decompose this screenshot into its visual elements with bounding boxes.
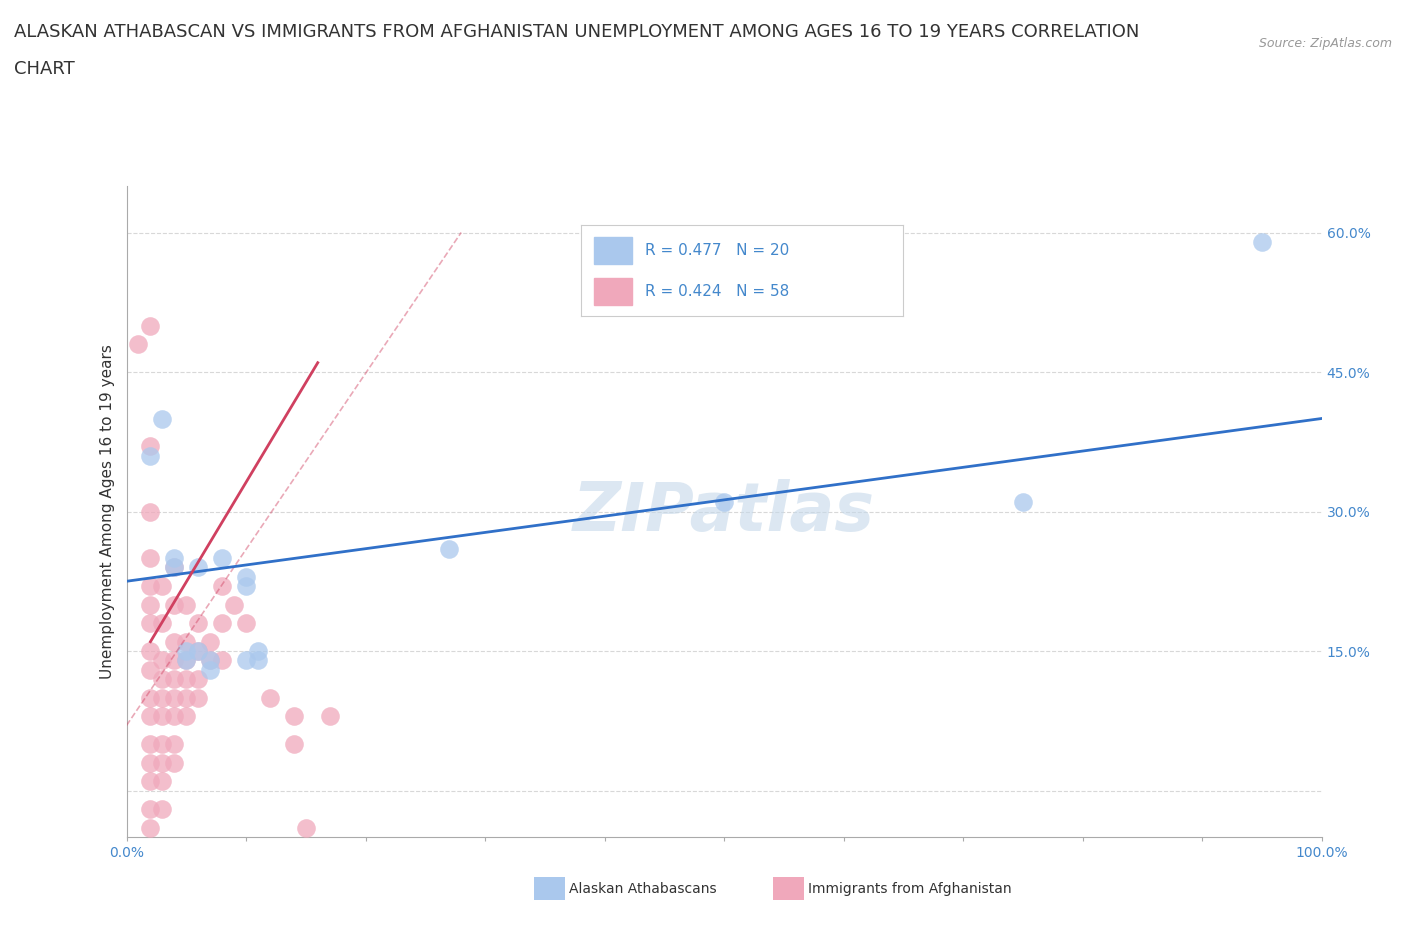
Point xyxy=(211,578,233,593)
Point xyxy=(713,495,735,510)
Point xyxy=(211,653,233,668)
Point xyxy=(163,755,186,770)
Point xyxy=(174,690,197,705)
Text: ALASKAN ATHABASCAN VS IMMIGRANTS FROM AFGHANISTAN UNEMPLOYMENT AMONG AGES 16 TO : ALASKAN ATHABASCAN VS IMMIGRANTS FROM AF… xyxy=(14,23,1139,41)
Point xyxy=(139,597,162,612)
Point xyxy=(150,709,174,724)
Point xyxy=(235,569,257,584)
Point xyxy=(150,755,174,770)
Point xyxy=(247,644,270,658)
Point xyxy=(139,802,162,817)
Text: R = 0.477   N = 20: R = 0.477 N = 20 xyxy=(645,243,789,259)
Text: R = 0.424   N = 58: R = 0.424 N = 58 xyxy=(645,284,789,299)
Point xyxy=(174,671,197,686)
Point xyxy=(174,653,197,668)
Point xyxy=(235,578,257,593)
Y-axis label: Unemployment Among Ages 16 to 19 years: Unemployment Among Ages 16 to 19 years xyxy=(100,344,115,679)
Point xyxy=(127,337,149,352)
Point xyxy=(163,653,186,668)
Point xyxy=(259,690,281,705)
Point xyxy=(200,634,222,649)
Point xyxy=(150,411,174,426)
Point xyxy=(174,634,197,649)
Point xyxy=(139,774,162,789)
Point xyxy=(139,690,162,705)
Point xyxy=(139,551,162,565)
Text: CHART: CHART xyxy=(14,60,75,78)
Point xyxy=(139,318,162,333)
Point xyxy=(139,709,162,724)
Point xyxy=(150,616,174,631)
Bar xyxy=(593,237,633,264)
Point xyxy=(163,709,186,724)
Point xyxy=(283,709,305,724)
Point xyxy=(187,644,209,658)
Point xyxy=(294,820,316,835)
Bar xyxy=(593,278,633,305)
Point xyxy=(283,737,305,751)
Point xyxy=(163,671,186,686)
Point xyxy=(211,616,233,631)
Text: Immigrants from Afghanistan: Immigrants from Afghanistan xyxy=(808,882,1012,897)
Point xyxy=(235,653,257,668)
Point xyxy=(139,448,162,463)
Point xyxy=(235,616,257,631)
Point xyxy=(163,690,186,705)
Point xyxy=(187,690,209,705)
Point xyxy=(174,597,197,612)
Point xyxy=(139,578,162,593)
Point xyxy=(150,737,174,751)
Point xyxy=(139,820,162,835)
Point xyxy=(200,653,222,668)
Point xyxy=(139,755,162,770)
Point xyxy=(139,644,162,658)
Point xyxy=(174,653,197,668)
Point xyxy=(200,662,222,677)
Point xyxy=(139,439,162,454)
Point xyxy=(139,616,162,631)
Point xyxy=(163,737,186,751)
Point xyxy=(150,690,174,705)
Point xyxy=(222,597,246,612)
Point xyxy=(163,597,186,612)
Text: ZIPatlas: ZIPatlas xyxy=(574,479,875,544)
Point xyxy=(150,802,174,817)
Point xyxy=(150,774,174,789)
Point xyxy=(318,709,342,724)
Point xyxy=(187,644,209,658)
Point xyxy=(139,504,162,519)
Point xyxy=(211,551,233,565)
Text: Source: ZipAtlas.com: Source: ZipAtlas.com xyxy=(1258,37,1392,50)
Point xyxy=(139,737,162,751)
Point xyxy=(247,653,270,668)
Point xyxy=(1250,234,1272,249)
Point xyxy=(174,709,197,724)
Point xyxy=(139,662,162,677)
Point xyxy=(163,551,186,565)
Text: Alaskan Athabascans: Alaskan Athabascans xyxy=(569,882,717,897)
Point xyxy=(187,616,209,631)
Point xyxy=(174,644,197,658)
Point xyxy=(163,560,186,575)
Point xyxy=(1011,495,1033,510)
Point xyxy=(150,578,174,593)
Point xyxy=(150,653,174,668)
Point xyxy=(163,634,186,649)
Point xyxy=(187,560,209,575)
Point xyxy=(200,653,222,668)
Point xyxy=(163,560,186,575)
Point xyxy=(150,671,174,686)
Point xyxy=(187,671,209,686)
Point xyxy=(439,541,461,556)
